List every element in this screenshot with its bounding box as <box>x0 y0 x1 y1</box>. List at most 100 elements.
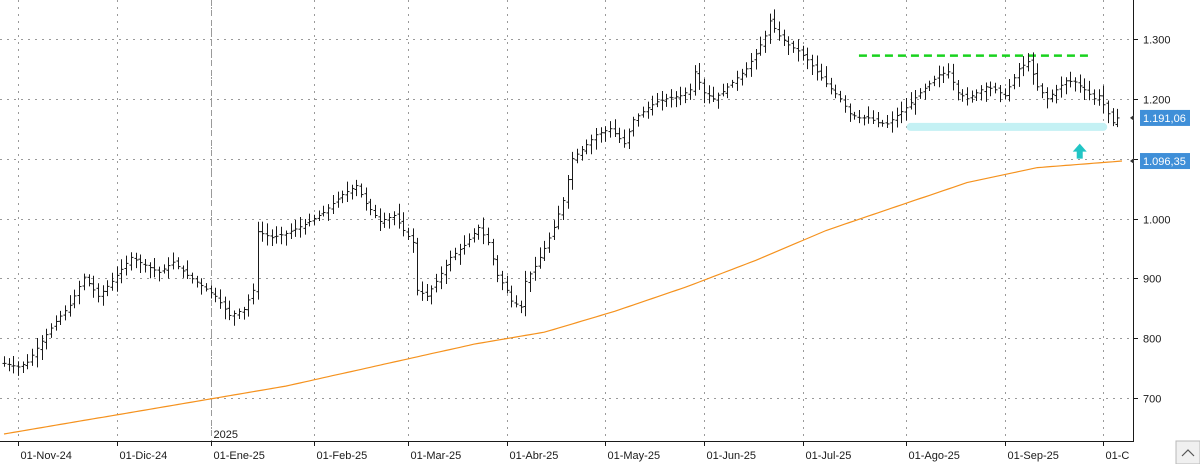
ohlc-bar <box>425 283 430 302</box>
ohlc-bar <box>857 109 862 124</box>
ohlc-bar <box>650 95 655 116</box>
ohlc-bar <box>523 270 528 317</box>
ohlc-bar <box>570 151 575 190</box>
ohlc-bar <box>279 226 284 245</box>
ohlc-bar <box>1087 80 1092 101</box>
ohlc-bar <box>350 184 355 200</box>
ohlc-bar <box>998 85 1003 103</box>
ohlc-bar <box>852 111 857 120</box>
ohlc-bar <box>1092 89 1097 105</box>
ohlc-bar <box>157 266 162 282</box>
ohlc-bar <box>105 280 110 297</box>
ohlc-bar <box>129 252 134 271</box>
ohlc-bar <box>218 289 223 309</box>
ohlc-bar <box>354 179 359 197</box>
ohlc-bar <box>40 335 45 360</box>
ohlc-bar <box>387 213 392 229</box>
ohlc-bar <box>641 106 646 118</box>
ohlc-bar <box>693 65 698 96</box>
ohlc-bar <box>890 111 895 133</box>
ohlc-bar <box>1054 84 1059 104</box>
ohlc-bar <box>500 270 505 291</box>
y-tick-label: 1.000 <box>1143 215 1171 227</box>
ohlc-bar <box>674 91 679 108</box>
ohlc-bar <box>1111 108 1116 127</box>
ohlc-bar <box>843 95 848 113</box>
ohlc-bar <box>11 356 16 374</box>
x-tick-label: 01-Sep-25 <box>1008 450 1059 462</box>
ohlc-bar <box>660 91 665 111</box>
ohlc-bar <box>312 214 317 225</box>
ohlc-bar <box>740 68 745 86</box>
ohlc-bar <box>265 223 270 246</box>
annotations-layer <box>858 54 1108 159</box>
ohlc-bar <box>519 300 524 314</box>
ohlc-bar <box>124 255 129 276</box>
ohlc-bar <box>54 315 59 331</box>
ohlc-bar <box>838 90 843 103</box>
ohlc-bar <box>77 280 82 305</box>
ohlc-bar <box>552 220 557 240</box>
ohlc-bar <box>678 86 683 106</box>
ohlc-bar <box>439 266 444 290</box>
ohlc-bar <box>932 75 937 87</box>
ohlc-bar <box>1021 56 1026 77</box>
ohlc-bar <box>758 36 763 56</box>
ohlc-bar <box>415 237 420 296</box>
price-bars-layer <box>2 9 1120 376</box>
ohlc-bar <box>1017 62 1022 87</box>
year-label: 2025 <box>214 429 238 441</box>
ohlc-bar <box>16 361 21 376</box>
ohlc-bar <box>171 252 176 270</box>
ohlc-bar <box>880 119 885 127</box>
ohlc-bar <box>401 212 406 237</box>
ohlc-bar <box>768 13 773 44</box>
ohlc-bar <box>974 89 979 102</box>
ohlc-bar <box>528 271 533 293</box>
ohlc-bar <box>166 257 171 279</box>
ohlc-bar <box>876 112 881 128</box>
ohlc-bar <box>617 127 622 143</box>
ohlc-bar <box>87 274 92 287</box>
ohlc-bar <box>481 217 486 245</box>
ohlc-bar <box>326 204 331 221</box>
ohlc-bar <box>392 211 397 226</box>
ohlc-bar <box>801 45 806 61</box>
ohlc-bar <box>1097 89 1102 106</box>
ohlc-bar <box>848 103 853 122</box>
ohlc-bar <box>359 183 364 198</box>
ohlc-bar <box>185 260 190 279</box>
y-tick-label: 800 <box>1143 334 1161 346</box>
ohlc-bar <box>397 203 402 229</box>
ohlc-bar <box>1050 89 1055 103</box>
ohlc-bar <box>810 54 815 76</box>
ohlc-bar <box>472 228 477 243</box>
ohlc-bar <box>927 80 932 91</box>
scroll-corner[interactable] <box>1175 440 1200 464</box>
ohlc-bar <box>580 146 585 161</box>
ohlc-bar <box>547 232 552 253</box>
ohlc-bar <box>7 358 12 372</box>
ohlc-bar <box>683 87 688 104</box>
ohlc-bar <box>101 285 106 306</box>
ohlc-bar <box>533 256 538 281</box>
ohlc-bar <box>993 82 998 94</box>
ohlc-bar <box>566 175 571 209</box>
ohlc-bar <box>1082 78 1087 100</box>
ohlc-bar <box>786 36 791 56</box>
ohlc-bar <box>697 63 702 90</box>
ohlc-bar <box>1045 87 1050 109</box>
y-tick-label: 700 <box>1143 394 1161 406</box>
ohlc-bar <box>913 90 918 115</box>
ohlc-bar <box>1115 108 1120 128</box>
ohlc-bar <box>448 250 453 272</box>
ohlc-bar <box>862 114 867 126</box>
ohlc-bar <box>984 82 989 102</box>
ohlc-bar <box>298 216 303 238</box>
ohlc-bar <box>467 233 472 248</box>
ohlc-bar <box>1064 77 1069 95</box>
ohlc-bar <box>542 240 547 262</box>
ohlc-bar <box>382 212 387 228</box>
ohlc-bar <box>21 361 26 373</box>
